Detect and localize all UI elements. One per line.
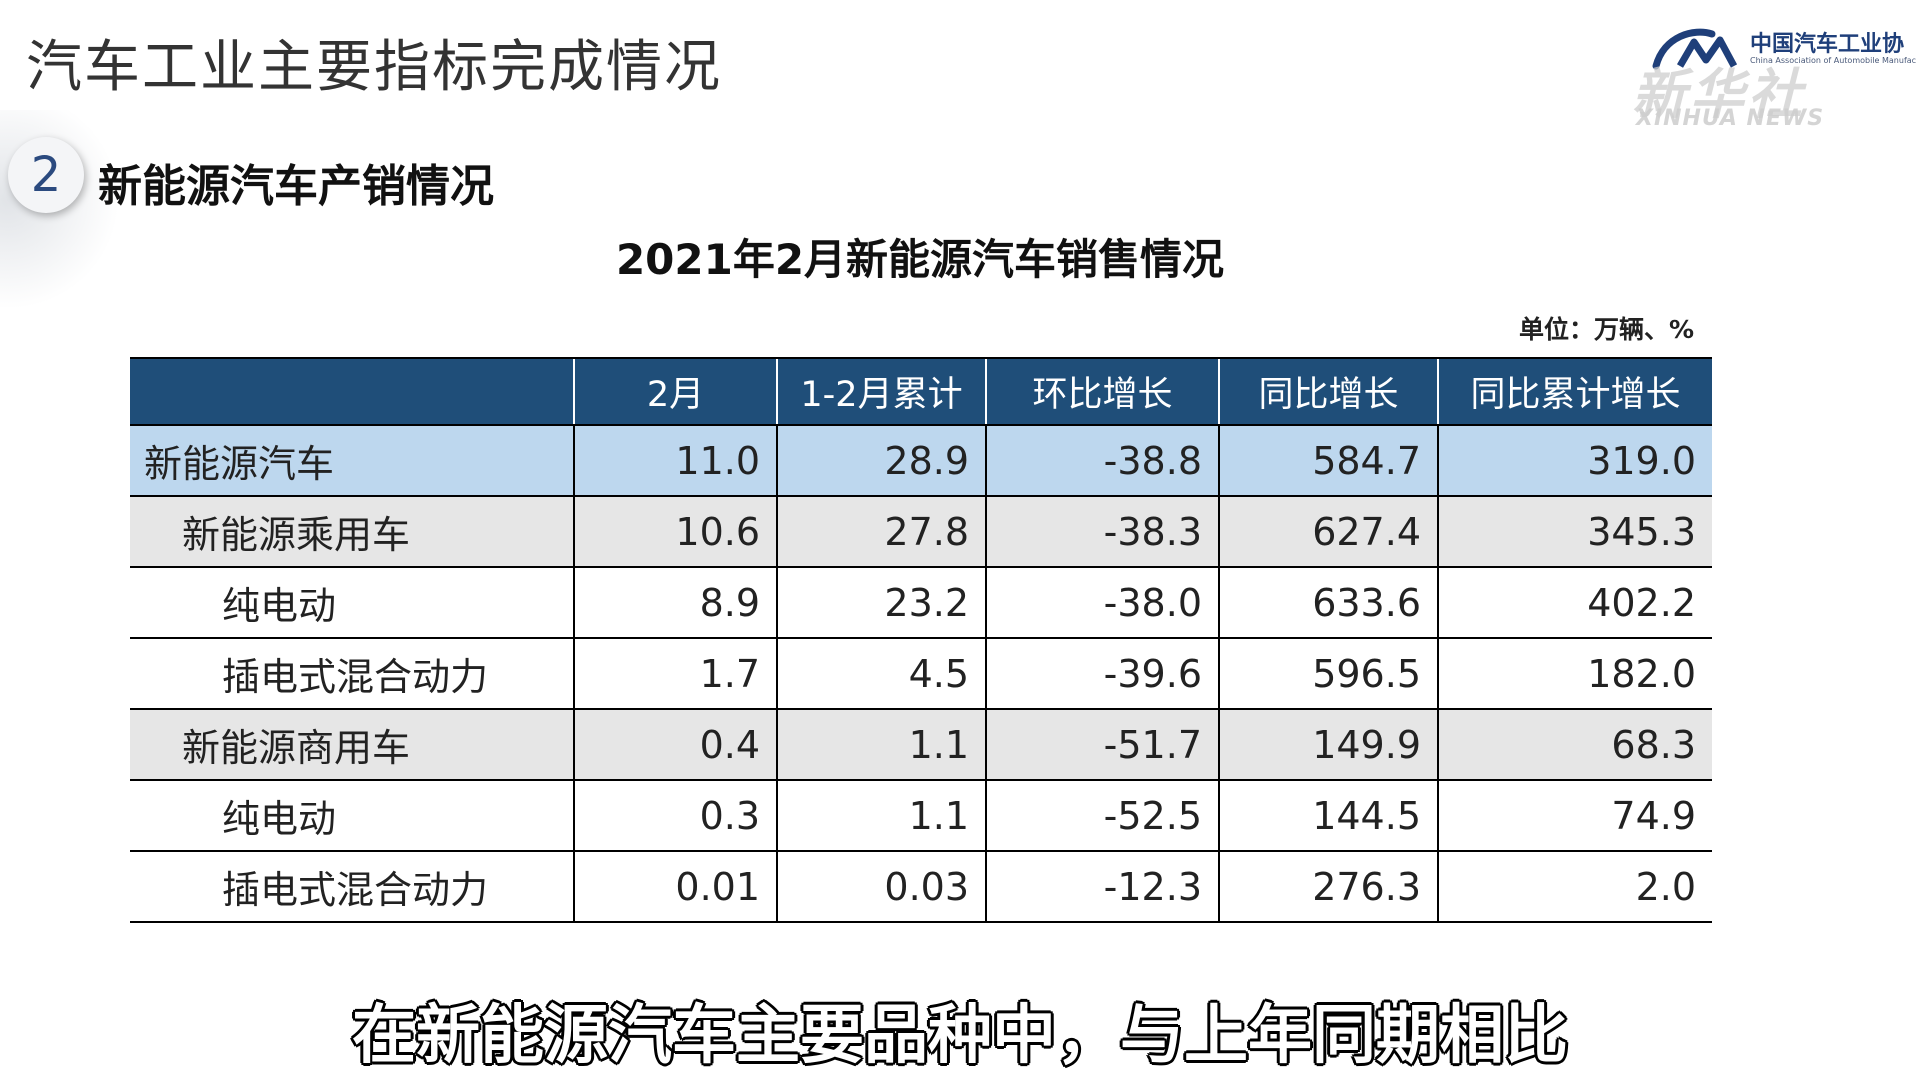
cell-cumulative: 4.5	[776, 638, 986, 710]
cell-yoy-cumulative: 182.0	[1437, 638, 1712, 710]
cell-cumulative: 1.1	[776, 780, 986, 852]
row-label: 纯电动	[130, 780, 574, 852]
cell-yoy: 627.4	[1218, 496, 1438, 568]
section-number-badge: 2	[8, 137, 84, 213]
unit-label: 单位：万辆、%	[1518, 315, 1694, 344]
table-row: 纯电动 0.3 1.1 -52.5 144.5 74.9	[130, 780, 1712, 852]
table-row: 新能源汽车 11.0 28.9 -38.8 584.7 319.0	[130, 425, 1712, 497]
table-row: 插电式混合动力 0.01 0.03 -12.3 276.3 2.0	[130, 851, 1712, 923]
table-row: 纯电动 8.9 23.2 -38.0 633.6 402.2	[130, 567, 1712, 639]
table-title: 2021年2月新能源汽车销售情况	[615, 235, 1225, 284]
cell-yoy-cumulative: 68.3	[1437, 709, 1712, 781]
table-row: 新能源商用车 0.4 1.1 -51.7 149.9 68.3	[130, 709, 1712, 781]
table-header-row: 2月 1-2月累计 环比增长 同比增长 同比累计增长	[130, 357, 1712, 426]
section-title: 新能源汽车产销情况	[98, 161, 494, 212]
caam-logo-mark	[1652, 28, 1738, 70]
row-label: 新能源商用车	[130, 709, 574, 781]
table-header: 2月 1-2月累计 环比增长 同比增长 同比累计增长	[130, 357, 1712, 426]
cell-mom: -38.8	[985, 425, 1219, 497]
cell-mom: -39.6	[985, 638, 1219, 710]
cell-feb: 0.3	[573, 780, 777, 852]
cell-yoy: 276.3	[1218, 851, 1438, 923]
video-subtitle: 在新能源汽车主要品种中，与上年同期相比	[352, 999, 1568, 1073]
cell-cumulative: 28.9	[776, 425, 986, 497]
row-label: 新能源汽车	[130, 425, 574, 497]
cell-feb: 0.4	[573, 709, 777, 781]
cell-feb: 0.01	[573, 851, 777, 923]
cell-yoy: 633.6	[1218, 567, 1438, 639]
cell-feb: 1.7	[573, 638, 777, 710]
sales-table: 2月 1-2月累计 环比增长 同比增长 同比累计增长 新能源汽车 11.0 28…	[130, 357, 1712, 923]
header-feb: 2月	[573, 357, 777, 426]
cell-yoy: 144.5	[1218, 780, 1438, 852]
cell-cumulative: 1.1	[776, 709, 986, 781]
cell-mom: -12.3	[985, 851, 1219, 923]
table-body: 新能源汽车 11.0 28.9 -38.8 584.7 319.0 新能源乘用车…	[130, 425, 1712, 923]
cell-mom: -38.0	[985, 567, 1219, 639]
header-yoy-growth: 同比增长	[1218, 357, 1438, 426]
row-label: 插电式混合动力	[130, 851, 574, 923]
page-title: 汽车工业主要指标完成情况	[26, 35, 722, 100]
section-number: 2	[30, 147, 62, 203]
cell-yoy: 596.5	[1218, 638, 1438, 710]
cell-cumulative: 0.03	[776, 851, 986, 923]
cell-feb: 10.6	[573, 496, 777, 568]
caam-logo: 中国汽车工业协 China Association of Automobile …	[1650, 20, 1920, 135]
cell-mom: -52.5	[985, 780, 1219, 852]
cell-feb: 8.9	[573, 567, 777, 639]
cell-yoy-cumulative: 402.2	[1437, 567, 1712, 639]
cell-yoy-cumulative: 74.9	[1437, 780, 1712, 852]
table-row: 插电式混合动力 1.7 4.5 -39.6 596.5 182.0	[130, 638, 1712, 710]
row-label: 纯电动	[130, 567, 574, 639]
header-category	[130, 357, 574, 426]
cell-yoy: 149.9	[1218, 709, 1438, 781]
cell-cumulative: 27.8	[776, 496, 986, 568]
watermark-cn: 新华社	[1632, 63, 1806, 126]
logo-name-en: China Association of Automobile Manufac	[1750, 56, 1917, 65]
table-row: 新能源乘用车 10.6 27.8 -38.3 627.4 345.3	[130, 496, 1712, 568]
cell-feb: 11.0	[573, 425, 777, 497]
logo-name-cn: 中国汽车工业协	[1750, 32, 1905, 57]
cell-yoy-cumulative: 345.3	[1437, 496, 1712, 568]
cell-yoy: 584.7	[1218, 425, 1438, 497]
header-yoy-cumulative-growth: 同比累计增长	[1437, 357, 1712, 426]
cell-yoy-cumulative: 319.0	[1437, 425, 1712, 497]
row-label: 新能源乘用车	[130, 496, 574, 568]
header-jan-feb-cumulative: 1-2月累计	[776, 357, 986, 426]
cell-yoy-cumulative: 2.0	[1437, 851, 1712, 923]
cell-mom: -38.3	[985, 496, 1219, 568]
header-mom-growth: 环比增长	[985, 357, 1219, 426]
cell-cumulative: 23.2	[776, 567, 986, 639]
cell-mom: -51.7	[985, 709, 1219, 781]
watermark-en: XINHUA NEWS	[1636, 106, 1825, 131]
row-label: 插电式混合动力	[130, 638, 574, 710]
